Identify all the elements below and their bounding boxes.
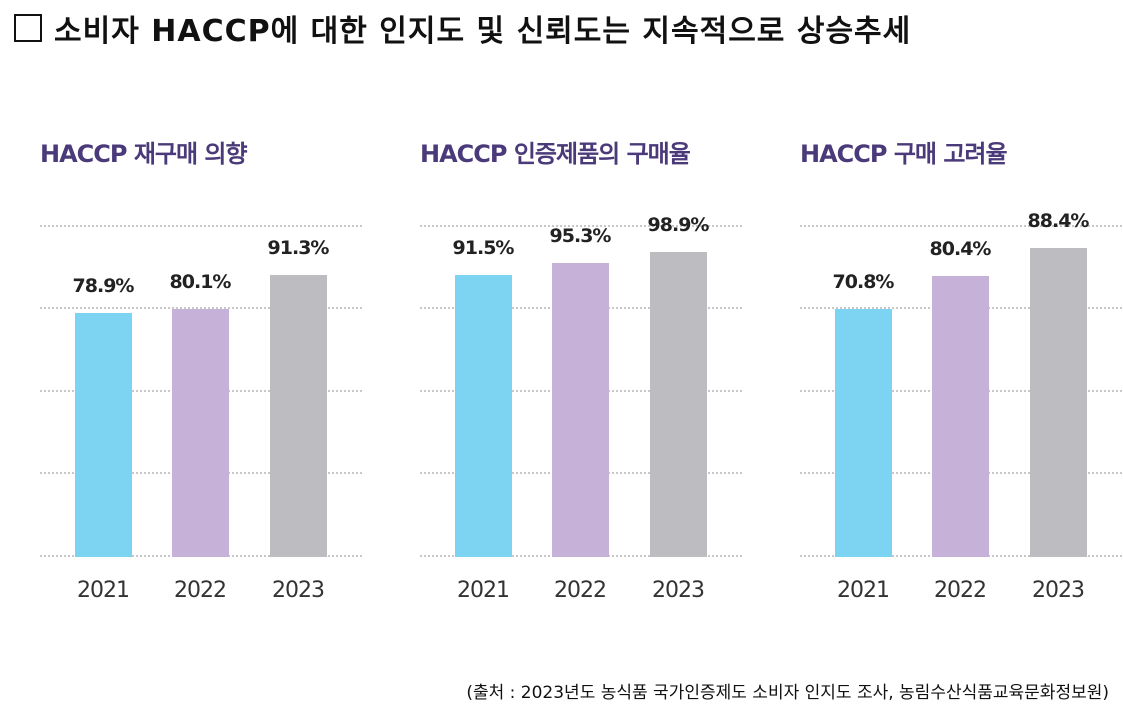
x-tick-label: 2023 [272, 578, 325, 603]
bar-2022 [172, 309, 229, 557]
data-label: 80.4% [929, 237, 992, 260]
chart-title: HACCP 재구매 의향 [40, 140, 248, 168]
x-tick-label: 2021 [837, 578, 890, 603]
bar-2023 [270, 274, 327, 557]
main-title-text: 소비자 HACCP에 대한 인지도 및 신뢰도는 지속적으로 상승추세 [54, 14, 912, 49]
data-label: 70.8% [832, 271, 895, 294]
gridline [40, 307, 362, 309]
bar-2023 [650, 252, 707, 557]
chart-title: HACCP 인증제품의 구매율 [420, 140, 691, 168]
chart-panel-1: HACCP 재구매 의향 78.9% 2021 80.1% 2022 91.3% 2023 [40, 130, 370, 620]
x-tick-label: 2022 [934, 578, 987, 603]
bar-2021 [835, 309, 892, 557]
source-note: (출처 : 2023년도 농식품 국가인증제도 소비자 인지도 조사, 농림수산… [466, 683, 1109, 703]
x-tick-label: 2022 [554, 578, 607, 603]
gridline [800, 225, 1122, 227]
data-label: 95.3% [549, 225, 612, 248]
x-tick-label: 2023 [1032, 578, 1085, 603]
x-tick-label: 2023 [652, 578, 705, 603]
data-label: 78.9% [72, 275, 135, 298]
chart-panel-2: HACCP 인증제품의 구매율 91.5% 2021 95.3% 2022 98.9% 20… [420, 130, 750, 620]
x-tick-label: 2021 [457, 578, 510, 603]
checkbox-square-icon [14, 14, 42, 42]
data-label: 88.4% [1027, 209, 1090, 232]
data-label: 80.1% [169, 271, 232, 294]
bar-2022 [932, 275, 989, 557]
data-label: 91.3% [267, 236, 330, 259]
x-tick-label: 2022 [174, 578, 227, 603]
bar-2021 [75, 313, 132, 557]
x-tick-label: 2021 [77, 578, 130, 603]
chart-panel-3: HACCP 구매 고려율 70.8% 2021 80.4% 2022 88.4% 2023 [800, 130, 1123, 620]
gridline [420, 225, 742, 227]
bar-2022 [552, 263, 609, 557]
data-label: 91.5% [452, 237, 515, 260]
main-title: 소비자 HACCP에 대한 인지도 및 신뢰도는 지속적으로 상승추세 [14, 6, 911, 50]
chart-title: HACCP 구매 고려율 [800, 140, 1008, 168]
bar-2021 [455, 275, 512, 557]
data-label: 98.9% [647, 214, 710, 237]
gridline [40, 225, 362, 227]
bar-2023 [1030, 247, 1087, 557]
